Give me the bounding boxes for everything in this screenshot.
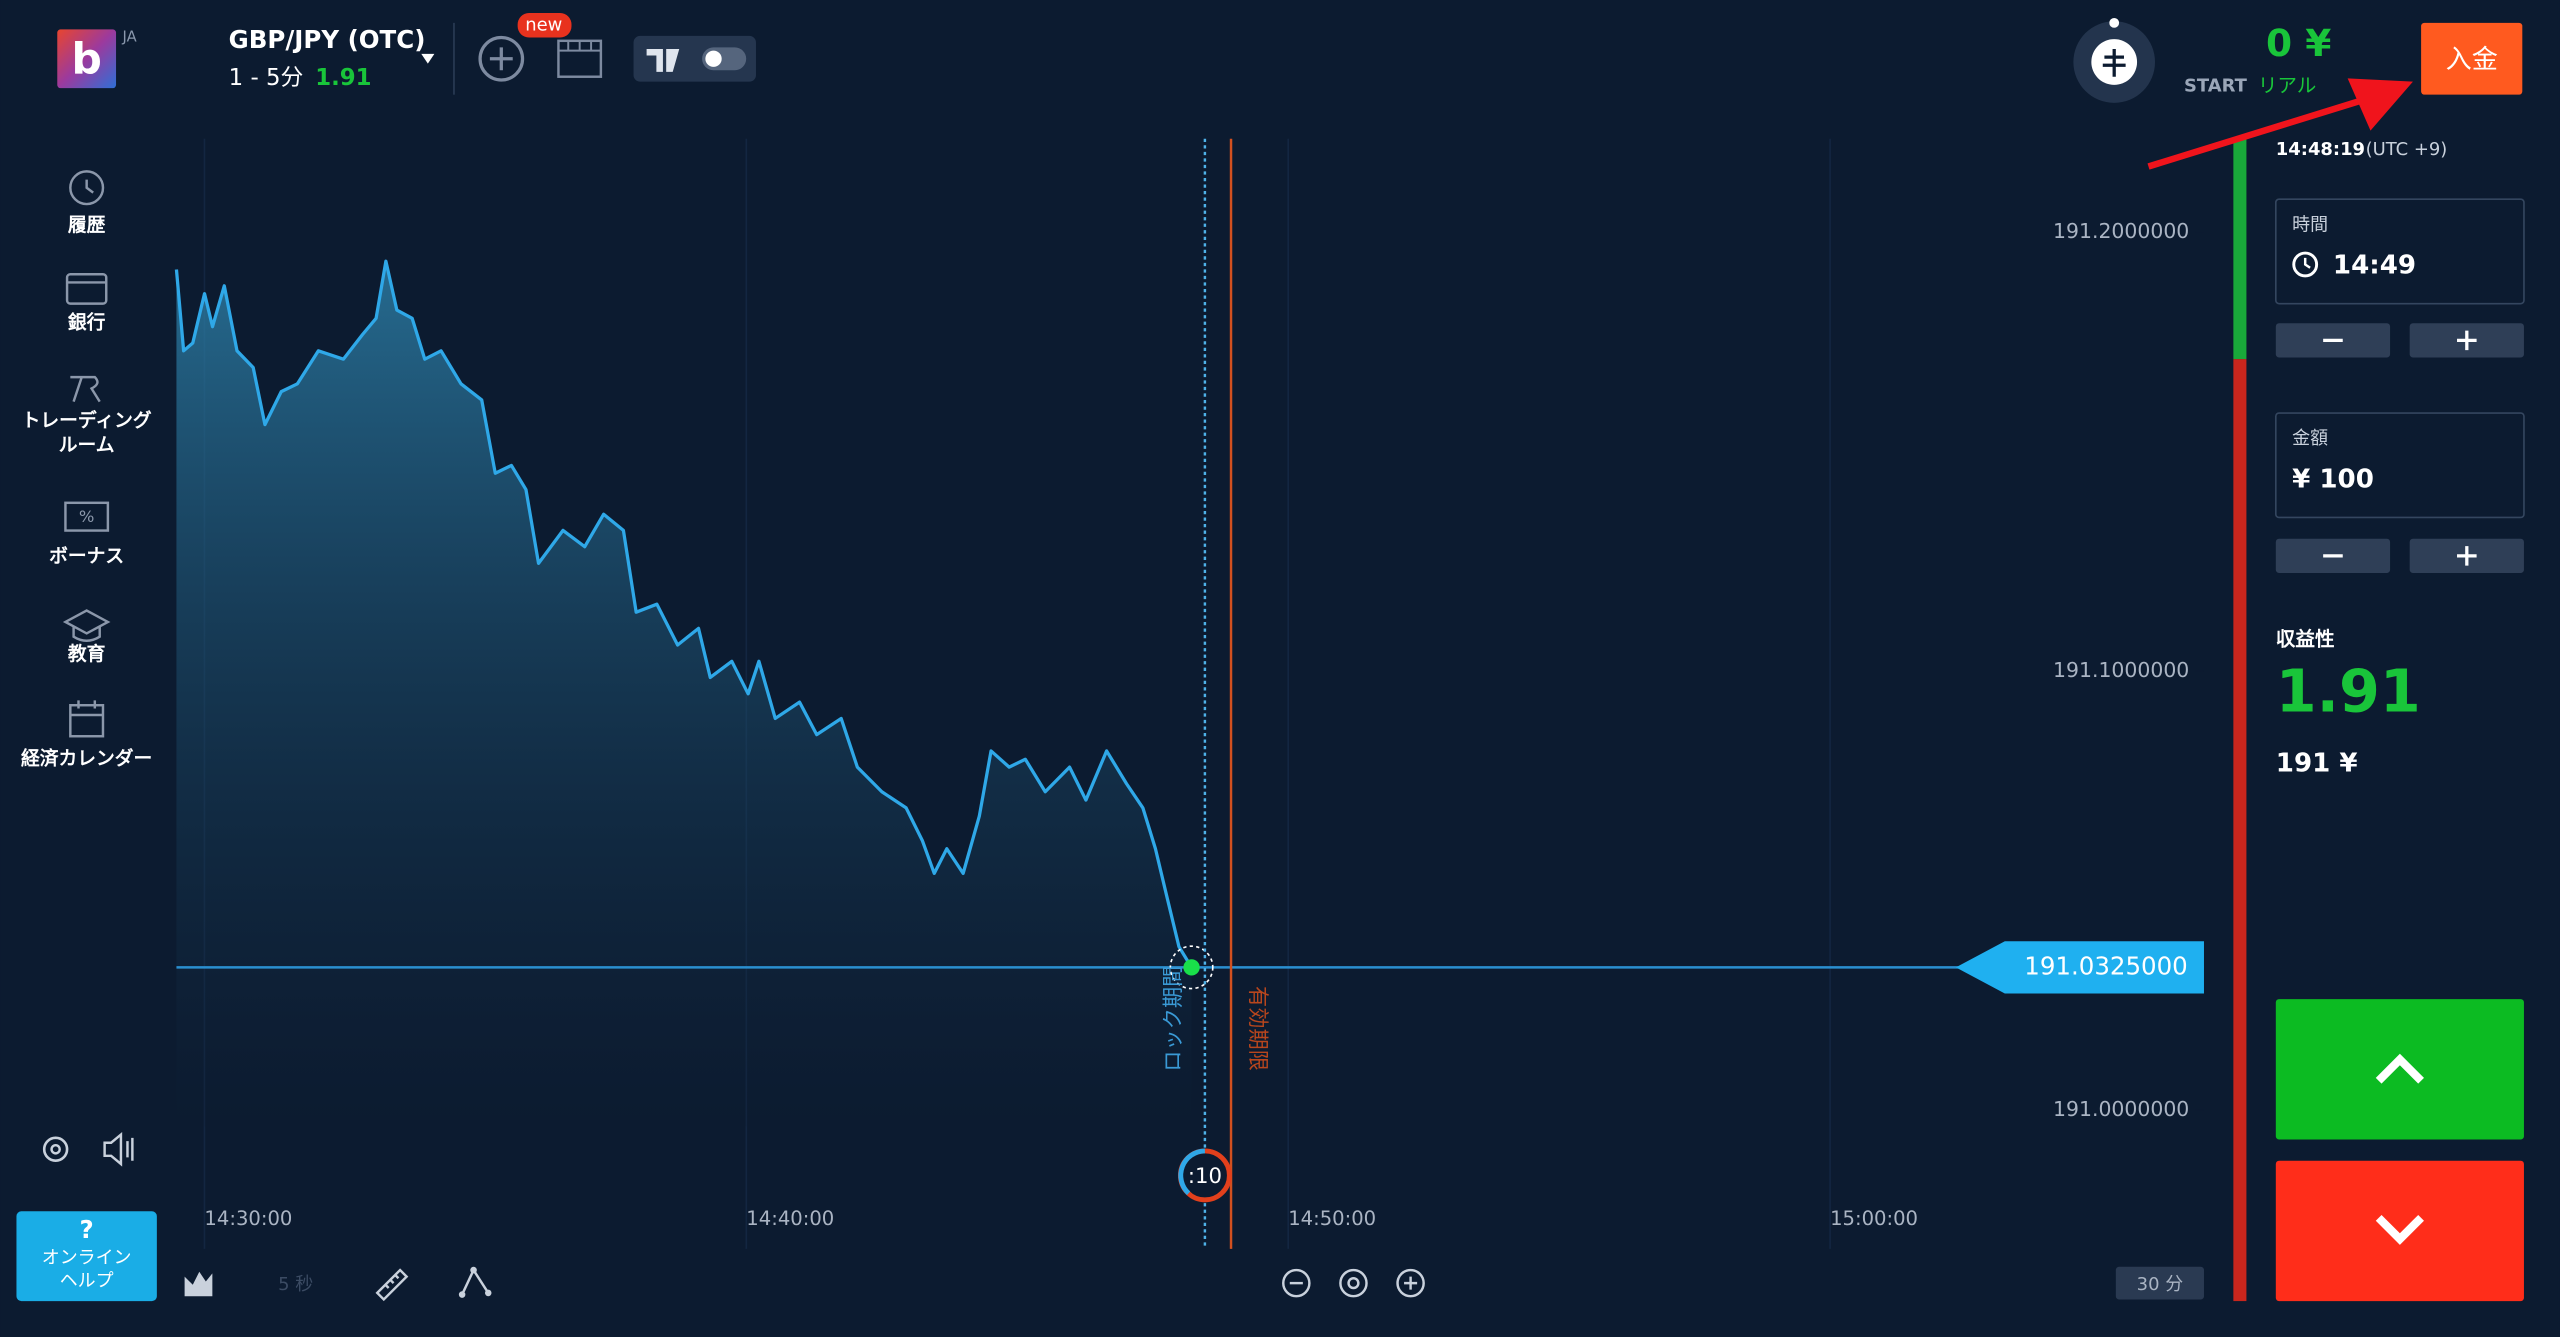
countdown: :10 bbox=[1188, 1164, 1222, 1189]
help-label: ヘルプ bbox=[60, 1270, 114, 1291]
time-stepper-icons bbox=[2323, 330, 2477, 351]
settings[interactable] bbox=[42, 1136, 69, 1162]
time-field[interactable] bbox=[2274, 198, 2525, 305]
help-button[interactable] bbox=[16, 1211, 157, 1302]
current-point-ring bbox=[1169, 945, 1214, 990]
zoom-level: 30 分 bbox=[2137, 1274, 2184, 1295]
zoom-reset[interactable] bbox=[1339, 1268, 1368, 1298]
tradingview-toggle[interactable] bbox=[633, 35, 756, 82]
amount-value[interactable]: ¥ 100 bbox=[2292, 464, 2374, 494]
x-tick-label: 14:40:00 bbox=[746, 1207, 834, 1230]
sidebar-item[interactable]: 銀行 bbox=[68, 311, 106, 334]
amount-label: 金額 bbox=[2292, 428, 2328, 449]
price-tag-label: 191.0325000 bbox=[2024, 951, 2187, 980]
account-type: START bbox=[2184, 76, 2248, 97]
y-tick-label: 191.0000000 bbox=[2053, 1097, 2189, 1121]
svg-text:%: % bbox=[79, 507, 95, 526]
language[interactable]: JA bbox=[122, 29, 137, 46]
ruler-tool[interactable] bbox=[375, 1268, 409, 1302]
current-point bbox=[1183, 959, 1200, 976]
sidebar-item[interactable]: トレーディング bbox=[22, 409, 152, 432]
asset-dropdown[interactable] bbox=[421, 53, 435, 64]
sidebar-item[interactable]: ボーナス bbox=[49, 545, 124, 567]
timeframe: 1 - 5分 bbox=[229, 65, 304, 91]
zoom-out[interactable] bbox=[1282, 1268, 1311, 1298]
sidebar-item[interactable]: 履歴 bbox=[68, 214, 106, 236]
sound[interactable] bbox=[103, 1131, 134, 1167]
profitability: 1.91 bbox=[2276, 657, 2421, 726]
clock: 14:48:19 bbox=[2276, 139, 2365, 160]
deposit-label: 入金 bbox=[2446, 45, 2498, 75]
x-tick-label: 14:50:00 bbox=[1288, 1207, 1376, 1230]
annotation-arrow bbox=[2147, 78, 2413, 170]
help-icon: ? bbox=[80, 1215, 94, 1244]
time-value[interactable]: 14:49 bbox=[2333, 251, 2416, 281]
put-button[interactable] bbox=[2275, 1160, 2524, 1302]
status-coin[interactable] bbox=[2073, 17, 2156, 103]
draw-tool[interactable] bbox=[458, 1266, 492, 1298]
price-area bbox=[176, 261, 1192, 1127]
x-tick-label: 15:00:00 bbox=[1830, 1207, 1918, 1230]
asset-name[interactable]: GBP/JPY (OTC) bbox=[229, 25, 426, 54]
y-tick-label: 191.2000000 bbox=[2053, 219, 2189, 243]
new-badge bbox=[517, 13, 572, 38]
sidebar-item[interactable]: 教育 bbox=[68, 642, 106, 665]
payout-amount: 191 ¥ bbox=[2276, 749, 2358, 779]
sidebar-item[interactable]: 経済カレンダー bbox=[21, 747, 152, 770]
zoom-in[interactable] bbox=[1396, 1268, 1425, 1298]
call-button[interactable] bbox=[2275, 999, 2524, 1140]
deposit-button[interactable] bbox=[2421, 22, 2523, 95]
layout-button[interactable] bbox=[557, 39, 603, 78]
profitability-label: 収益性 bbox=[2276, 627, 2335, 650]
amount-field[interactable] bbox=[2274, 412, 2525, 519]
add-chart[interactable] bbox=[478, 35, 525, 82]
clock-icon bbox=[2292, 251, 2319, 278]
lock-label: ロック期間 bbox=[1161, 966, 1186, 1072]
balance[interactable]: 0 ¥ bbox=[2266, 21, 2331, 65]
countdown-progress bbox=[1178, 1148, 1206, 1196]
account-mode[interactable]: リアル bbox=[2258, 74, 2317, 97]
zoom-level-box[interactable] bbox=[2115, 1266, 2204, 1300]
chart: 191.2000000 191.1000000 191.0000000 14:30:0… bbox=[174, 138, 2204, 1249]
y-tick-label: 191.1000000 bbox=[2053, 658, 2189, 682]
sentiment-up bbox=[2233, 138, 2247, 360]
time-label: 時間 bbox=[2292, 214, 2328, 235]
call-icon bbox=[2375, 1053, 2424, 1084]
amount-stepper-icons bbox=[2323, 546, 2477, 566]
new-badge-text: new bbox=[525, 14, 562, 35]
timezone: (UTC +9) bbox=[2366, 139, 2448, 160]
tick-interval[interactable]: 5 秒 bbox=[278, 1274, 313, 1295]
expiry-label: 有効期限 bbox=[1245, 986, 1270, 1071]
price-tag bbox=[1955, 941, 2204, 994]
logo[interactable] bbox=[57, 29, 117, 89]
sidebar-item[interactable]: ルーム bbox=[59, 435, 115, 456]
asset-payout: 1.91 bbox=[315, 65, 371, 91]
sidebar-icons: % bbox=[62, 170, 111, 738]
put-icon bbox=[2375, 1214, 2424, 1245]
sentiment-down bbox=[2233, 359, 2247, 1302]
x-tick-label: 14:30:00 bbox=[204, 1207, 292, 1230]
chart-type[interactable] bbox=[184, 1271, 213, 1297]
price-line bbox=[174, 259, 1193, 969]
help-label: オンライン bbox=[42, 1248, 132, 1269]
logo-letter: b bbox=[71, 36, 101, 85]
